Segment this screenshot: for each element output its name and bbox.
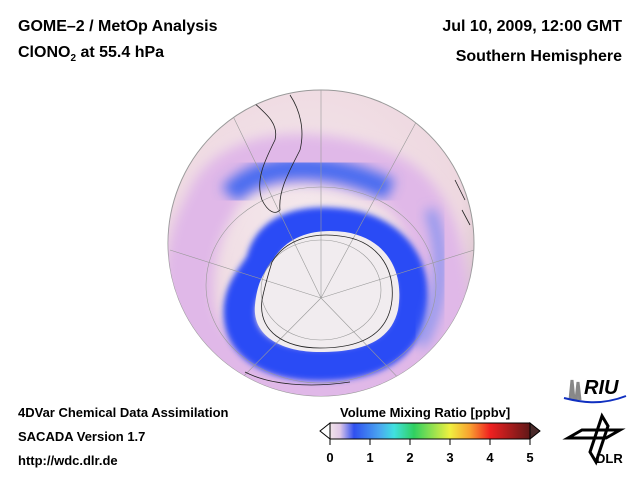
datetime: Jul 10, 2009, 12:00 GMT bbox=[442, 18, 622, 35]
species-subscript: 2 bbox=[70, 53, 77, 65]
colorbar-tick: 4 bbox=[486, 450, 494, 465]
colorbar-gradient bbox=[329, 422, 531, 440]
vortex-blue-ring bbox=[223, 207, 429, 382]
colorbar-over-arrow bbox=[529, 421, 541, 441]
coastlines bbox=[239, 90, 471, 386]
riu-logo: RIU bbox=[563, 377, 627, 404]
upper-blue-arc bbox=[221, 157, 395, 203]
dlr-text: DLR bbox=[596, 451, 623, 466]
species-level: ClONO2 at 55.4 hPa bbox=[18, 44, 164, 64]
pressure-level: at 55.4 hPa bbox=[76, 44, 165, 61]
colorbar bbox=[319, 421, 541, 445]
colorbar-title: Volume Mixing Ratio [ppbv] bbox=[340, 405, 511, 420]
colorbar-tick: 2 bbox=[406, 450, 414, 465]
colorbar-tick: 5 bbox=[526, 450, 534, 465]
antarctica-region bbox=[254, 230, 400, 352]
footer-url[interactable]: http://wdc.dlr.de bbox=[18, 453, 118, 468]
colorbar-under-arrow bbox=[319, 421, 331, 441]
species: ClONO bbox=[18, 44, 71, 61]
graticule bbox=[169, 90, 474, 391]
colorbar-tick: 1 bbox=[366, 450, 374, 465]
hemisphere: Southern Hemisphere bbox=[455, 48, 622, 65]
product-title: GOME–2 / MetOp Analysis bbox=[18, 18, 218, 35]
footer-line2: SACADA Version 1.7 bbox=[18, 429, 146, 444]
colorbar-tick: 0 bbox=[326, 450, 334, 465]
dlr-logo: DLR bbox=[562, 412, 626, 466]
riu-text: RIU bbox=[584, 377, 619, 399]
colorbar-tick: 3 bbox=[446, 450, 454, 465]
footer-line1: 4DVar Chemical Data Assimilation bbox=[18, 405, 229, 420]
